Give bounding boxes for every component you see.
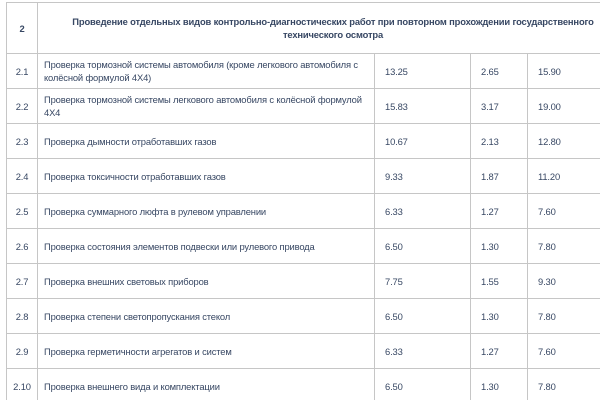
section-number: 2 bbox=[6, 2, 38, 54]
row-description: Проверка герметичности агрегатов и систе… bbox=[37, 333, 375, 369]
table-row: 2.4 Проверка токсичности отработавших газ… bbox=[6, 158, 600, 194]
row-value-3: 7.80 bbox=[526, 298, 600, 334]
row-value-1: 6.50 bbox=[374, 298, 471, 334]
section-title: Проведение отдельных видов контрольно-ди… bbox=[36, 2, 600, 54]
inspection-rates-table: 2 Проведение отдельных видов контрольно-… bbox=[6, 2, 600, 400]
row-value-3: 7.60 bbox=[526, 333, 600, 369]
row-number: 2.1 bbox=[6, 53, 38, 89]
row-value-1: 13.25 bbox=[374, 53, 471, 89]
row-value-3: 9.30 bbox=[526, 263, 600, 299]
row-value-1: 10.67 bbox=[374, 123, 471, 159]
row-value-3: 12.80 bbox=[526, 123, 600, 159]
table-row: 2.5 Проверка суммарного люфта в рулевом у… bbox=[6, 193, 600, 229]
row-number: 2.8 bbox=[6, 298, 38, 334]
row-number: 2.3 bbox=[6, 123, 38, 159]
row-value-2: 1.30 bbox=[470, 298, 528, 334]
table-row: 2.2 Проверка тормозной системы легкового … bbox=[6, 88, 600, 124]
table-row: 2.7 Проверка внешних световых приборов 7.7… bbox=[6, 263, 600, 299]
rates-table-body: 2 Проведение отдельных видов контрольно-… bbox=[6, 2, 600, 400]
row-value-3: 7.60 bbox=[526, 193, 600, 229]
table-header-row: 2 Проведение отдельных видов контрольно-… bbox=[6, 2, 600, 54]
table-row: 2.10 Проверка внешнего вида и комплектаци… bbox=[6, 368, 600, 400]
row-value-3: 19.00 bbox=[526, 88, 600, 124]
row-value-1: 15.83 bbox=[374, 88, 471, 124]
row-value-2: 1.30 bbox=[470, 228, 528, 264]
row-description: Проверка степени светопропускания стекол bbox=[37, 298, 375, 334]
row-value-1: 6.50 bbox=[374, 368, 471, 400]
row-number: 2.6 bbox=[6, 228, 38, 264]
row-value-3: 7.80 bbox=[526, 228, 600, 264]
row-value-2: 1.55 bbox=[470, 263, 528, 299]
row-value-2: 3.17 bbox=[470, 88, 528, 124]
table-row: 2.3 Проверка дымности отработавших газов 1… bbox=[6, 123, 600, 159]
row-value-3: 7.80 bbox=[526, 368, 600, 400]
table-row: 2.8 Проверка степени светопропускания сте… bbox=[6, 298, 600, 334]
row-description: Проверка внешнего вида и комплектации bbox=[37, 368, 375, 400]
row-value-1: 6.33 bbox=[374, 333, 471, 369]
row-value-2: 1.87 bbox=[470, 158, 528, 194]
row-number: 2.4 bbox=[6, 158, 38, 194]
table-row: 2.9 Проверка герметичности агрегатов и си… bbox=[6, 333, 600, 369]
row-description: Проверка дымности отработавших газов bbox=[37, 123, 375, 159]
row-number: 2.5 bbox=[6, 193, 38, 229]
row-value-3: 11.20 bbox=[526, 158, 600, 194]
row-value-1: 6.50 bbox=[374, 228, 471, 264]
row-value-2: 1.30 bbox=[470, 368, 528, 400]
row-value-3: 15.90 bbox=[526, 53, 600, 89]
table-row: 2.6 Проверка состояния элементов подвески… bbox=[6, 228, 600, 264]
row-description: Проверка состояния элементов подвески ил… bbox=[37, 228, 375, 264]
row-number: 2.10 bbox=[6, 368, 38, 400]
row-value-2: 1.27 bbox=[470, 333, 528, 369]
row-number: 2.2 bbox=[6, 88, 38, 124]
row-value-2: 1.27 bbox=[470, 193, 528, 229]
row-value-1: 6.33 bbox=[374, 193, 471, 229]
row-description: Проверка тормозной системы легкового авт… bbox=[37, 88, 375, 124]
table-row: 2.1 Проверка тормозной системы автомобиля… bbox=[6, 53, 600, 89]
row-value-1: 9.33 bbox=[374, 158, 471, 194]
row-number: 2.9 bbox=[6, 333, 38, 369]
row-value-1: 7.75 bbox=[374, 263, 471, 299]
row-description: Проверка внешних световых приборов bbox=[37, 263, 375, 299]
row-value-2: 2.13 bbox=[470, 123, 528, 159]
row-value-2: 2.65 bbox=[470, 53, 528, 89]
row-description: Проверка токсичности отработавших газов bbox=[37, 158, 375, 194]
row-description: Проверка суммарного люфта в рулевом упра… bbox=[37, 193, 375, 229]
row-number: 2.7 bbox=[6, 263, 38, 299]
row-description: Проверка тормозной системы автомобиля (к… bbox=[37, 53, 375, 89]
